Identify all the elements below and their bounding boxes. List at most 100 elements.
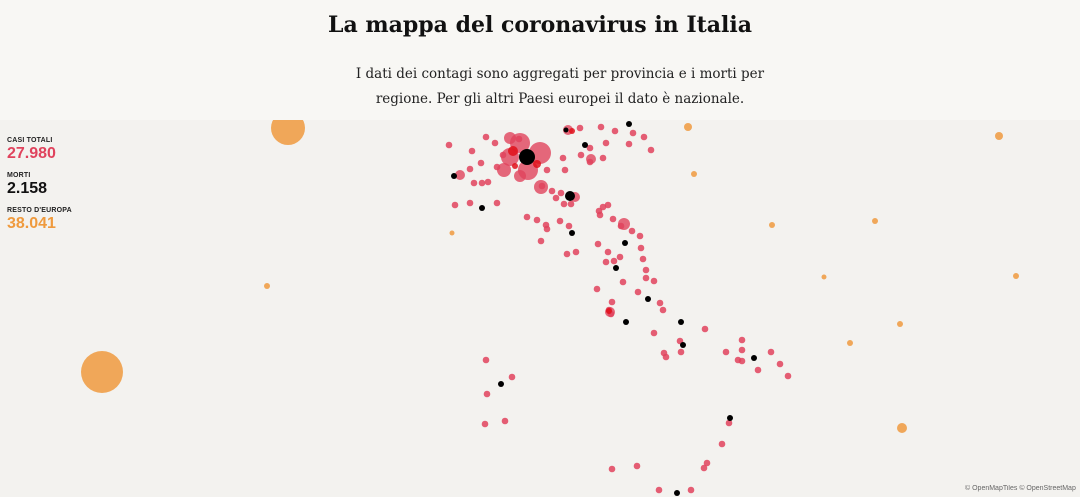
europe-marker[interactable] <box>81 351 123 393</box>
province-case-marker[interactable] <box>677 348 685 356</box>
province-case-marker[interactable] <box>754 366 762 374</box>
province-case-marker[interactable] <box>602 258 610 266</box>
province-case-marker[interactable] <box>604 248 612 256</box>
province-case-marker[interactable] <box>784 372 792 380</box>
region-death-marker[interactable] <box>626 121 632 127</box>
region-death-marker[interactable] <box>451 173 457 179</box>
province-case-marker[interactable] <box>608 298 616 306</box>
province-case-marker[interactable] <box>597 123 605 131</box>
openstreetmap-link[interactable]: © OpenStreetMap <box>1019 485 1076 492</box>
province-case-marker[interactable] <box>655 486 663 494</box>
province-case-marker[interactable] <box>466 199 474 207</box>
region-death-marker[interactable] <box>569 230 575 236</box>
province-case-marker[interactable] <box>572 248 580 256</box>
region-death-marker[interactable] <box>613 265 619 271</box>
europe-marker[interactable] <box>872 218 878 224</box>
province-case-marker[interactable] <box>642 274 650 282</box>
europe-marker[interactable] <box>691 171 697 177</box>
province-case-marker[interactable] <box>722 348 730 356</box>
province-case-marker[interactable] <box>548 187 556 195</box>
region-death-marker[interactable] <box>498 381 504 387</box>
europe-marker[interactable] <box>1013 273 1019 279</box>
province-case-marker[interactable] <box>586 144 594 152</box>
province-case-marker[interactable] <box>497 163 511 177</box>
province-case-marker[interactable] <box>594 240 602 248</box>
region-death-marker[interactable] <box>622 240 628 246</box>
province-case-marker[interactable] <box>514 170 526 182</box>
province-case-marker[interactable] <box>565 222 573 230</box>
province-case-marker[interactable] <box>596 211 604 219</box>
province-case-marker[interactable] <box>738 346 746 354</box>
province-case-marker[interactable] <box>481 420 489 428</box>
europe-marker[interactable] <box>995 132 1003 140</box>
province-case-marker[interactable] <box>567 200 575 208</box>
province-case-marker[interactable] <box>604 201 612 209</box>
province-case-marker[interactable] <box>560 200 568 208</box>
europe-marker[interactable] <box>821 274 827 280</box>
province-case-marker[interactable] <box>701 325 709 333</box>
europe-marker[interactable] <box>449 230 455 236</box>
province-case-marker[interactable] <box>484 178 492 186</box>
province-case-marker[interactable] <box>468 147 476 155</box>
province-case-marker[interactable] <box>642 266 650 274</box>
province-case-marker[interactable] <box>559 154 567 162</box>
province-case-marker[interactable] <box>634 288 642 296</box>
province-case-marker[interactable] <box>633 462 641 470</box>
province-case-marker[interactable] <box>725 419 733 427</box>
region-death-marker[interactable] <box>678 319 684 325</box>
province-case-marker[interactable] <box>687 486 695 494</box>
province-case-marker[interactable] <box>482 133 490 141</box>
province-case-marker[interactable] <box>599 203 607 211</box>
europe-marker[interactable] <box>897 423 907 433</box>
region-death-marker[interactable] <box>565 191 575 201</box>
province-case-marker[interactable] <box>608 465 616 473</box>
province-case-marker[interactable] <box>637 244 645 252</box>
province-case-marker[interactable] <box>501 417 509 425</box>
province-case-marker[interactable] <box>629 129 637 137</box>
province-case-marker[interactable] <box>586 154 596 164</box>
province-case-marker[interactable] <box>734 356 742 364</box>
region-death-marker[interactable] <box>479 205 485 211</box>
province-case-marker[interactable] <box>543 225 551 233</box>
province-case-marker[interactable] <box>451 201 459 209</box>
province-case-marker[interactable] <box>650 329 658 337</box>
province-case-marker[interactable] <box>599 154 607 162</box>
province-case-marker[interactable] <box>738 336 746 344</box>
province-case-marker[interactable] <box>455 170 465 180</box>
province-case-marker[interactable] <box>569 128 575 134</box>
province-case-marker[interactable] <box>640 133 648 141</box>
province-case-marker[interactable] <box>508 146 518 156</box>
province-case-marker[interactable] <box>470 179 478 187</box>
province-case-marker[interactable] <box>466 165 474 173</box>
province-case-marker[interactable] <box>606 308 612 314</box>
province-case-marker[interactable] <box>557 189 565 197</box>
province-case-marker[interactable] <box>533 216 541 224</box>
region-death-marker[interactable] <box>582 142 588 148</box>
province-case-marker[interactable] <box>625 140 633 148</box>
province-case-marker[interactable] <box>561 166 569 174</box>
region-death-marker[interactable] <box>674 490 680 496</box>
europe-marker[interactable] <box>769 222 775 228</box>
province-case-marker[interactable] <box>491 139 499 147</box>
europe-marker[interactable] <box>897 321 903 327</box>
province-case-marker[interactable] <box>767 348 775 356</box>
province-case-marker[interactable] <box>616 253 624 261</box>
europe-marker[interactable] <box>264 283 270 289</box>
province-case-marker[interactable] <box>610 257 618 265</box>
province-case-marker[interactable] <box>593 285 601 293</box>
province-case-marker[interactable] <box>619 278 627 286</box>
province-case-marker[interactable] <box>512 163 518 169</box>
province-case-marker[interactable] <box>556 217 564 225</box>
province-case-marker[interactable] <box>647 146 655 154</box>
europe-marker[interactable] <box>684 123 692 131</box>
province-case-marker[interactable] <box>552 194 560 202</box>
province-case-marker[interactable] <box>533 160 541 168</box>
province-case-marker[interactable] <box>650 277 658 285</box>
province-case-marker[interactable] <box>628 227 636 235</box>
openmaptiles-link[interactable]: © OpenMapTiles <box>965 485 1018 492</box>
province-case-marker[interactable] <box>482 356 490 364</box>
province-case-marker[interactable] <box>478 179 486 187</box>
province-case-marker[interactable] <box>602 139 610 147</box>
region-death-marker[interactable] <box>563 127 569 133</box>
